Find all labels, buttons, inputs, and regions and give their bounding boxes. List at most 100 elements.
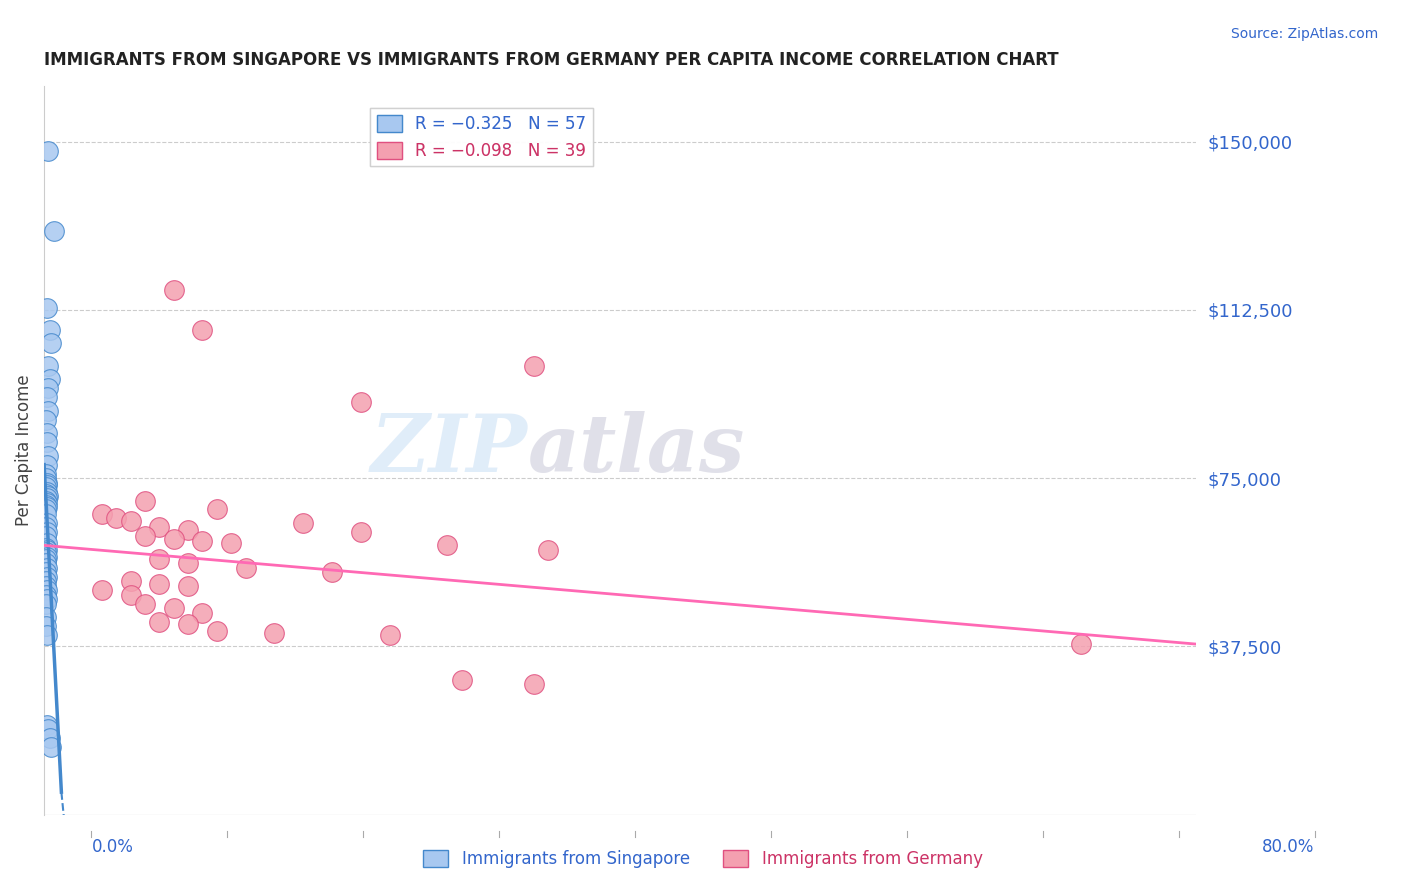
Point — [148, 551, 170, 566]
Point — [120, 574, 142, 589]
Point — [35, 628, 58, 642]
Point — [34, 579, 56, 593]
Point — [34, 467, 56, 481]
Point — [378, 628, 401, 642]
Point — [177, 557, 200, 571]
Point — [35, 549, 58, 564]
Point — [191, 323, 214, 337]
Point — [35, 516, 58, 530]
Point — [34, 619, 56, 633]
Point — [34, 498, 56, 512]
Text: 80.0%: 80.0% — [1263, 838, 1315, 855]
Text: 0.0%: 0.0% — [91, 838, 134, 855]
Point — [177, 523, 200, 537]
Point — [34, 471, 56, 485]
Point — [148, 576, 170, 591]
Point — [292, 516, 315, 530]
Point — [34, 529, 56, 543]
Text: IMMIGRANTS FROM SINGAPORE VS IMMIGRANTS FROM GERMANY PER CAPITA INCOME CORRELATI: IMMIGRANTS FROM SINGAPORE VS IMMIGRANTS … — [44, 51, 1059, 69]
Point — [35, 524, 58, 539]
Point — [37, 449, 59, 463]
Point — [1070, 637, 1092, 651]
Point — [37, 723, 59, 737]
Point — [350, 394, 373, 409]
Point — [39, 336, 62, 351]
Point — [38, 731, 60, 746]
Point — [134, 493, 156, 508]
Point — [321, 566, 343, 580]
Text: ZIP: ZIP — [371, 411, 527, 489]
Point — [205, 624, 228, 638]
Point — [205, 502, 228, 516]
Point — [35, 561, 58, 575]
Point — [35, 475, 58, 490]
Point — [37, 381, 59, 395]
Point — [35, 458, 58, 472]
Point — [35, 718, 58, 732]
Point — [163, 283, 186, 297]
Point — [35, 496, 58, 510]
Point — [35, 435, 58, 450]
Point — [148, 615, 170, 629]
Point — [37, 404, 59, 418]
Point — [177, 579, 200, 593]
Point — [35, 478, 58, 492]
Point — [38, 372, 60, 386]
Point — [35, 542, 58, 557]
Point — [34, 545, 56, 559]
Y-axis label: Per Capita Income: Per Capita Income — [15, 375, 32, 526]
Point — [35, 484, 58, 499]
Point — [34, 493, 56, 508]
Point — [235, 561, 257, 575]
Point — [537, 542, 560, 557]
Point — [39, 740, 62, 755]
Point — [34, 502, 56, 516]
Legend: R = −0.325   N = 57, R = −0.098   N = 39: R = −0.325 N = 57, R = −0.098 N = 39 — [371, 109, 593, 167]
Point — [34, 557, 56, 571]
Point — [34, 520, 56, 534]
Point — [450, 673, 472, 687]
Point — [120, 514, 142, 528]
Point — [34, 487, 56, 501]
Point — [35, 570, 58, 584]
Point — [134, 597, 156, 611]
Point — [134, 529, 156, 543]
Point — [34, 507, 56, 521]
Point — [90, 507, 112, 521]
Legend: Immigrants from Singapore, Immigrants from Germany: Immigrants from Singapore, Immigrants fr… — [416, 843, 990, 875]
Point — [34, 610, 56, 624]
Point — [163, 601, 186, 615]
Point — [34, 551, 56, 566]
Point — [34, 541, 56, 555]
Point — [34, 588, 56, 602]
Point — [35, 500, 58, 515]
Point — [38, 323, 60, 337]
Text: atlas: atlas — [527, 411, 745, 489]
Point — [221, 536, 243, 550]
Point — [34, 413, 56, 427]
Point — [35, 583, 58, 598]
Point — [436, 538, 458, 552]
Point — [35, 426, 58, 441]
Point — [148, 520, 170, 534]
Point — [37, 144, 59, 158]
Point — [34, 574, 56, 589]
Point — [120, 588, 142, 602]
Text: Source: ZipAtlas.com: Source: ZipAtlas.com — [1230, 27, 1378, 41]
Point — [37, 489, 59, 503]
Point — [105, 511, 128, 525]
Point — [34, 597, 56, 611]
Point — [35, 491, 58, 506]
Point — [191, 533, 214, 548]
Point — [350, 524, 373, 539]
Point — [34, 480, 56, 494]
Point — [263, 625, 285, 640]
Point — [191, 606, 214, 620]
Point — [523, 359, 546, 373]
Point — [35, 592, 58, 607]
Point — [35, 536, 58, 550]
Point — [35, 390, 58, 404]
Point — [523, 677, 546, 691]
Point — [163, 532, 186, 546]
Point — [177, 616, 200, 631]
